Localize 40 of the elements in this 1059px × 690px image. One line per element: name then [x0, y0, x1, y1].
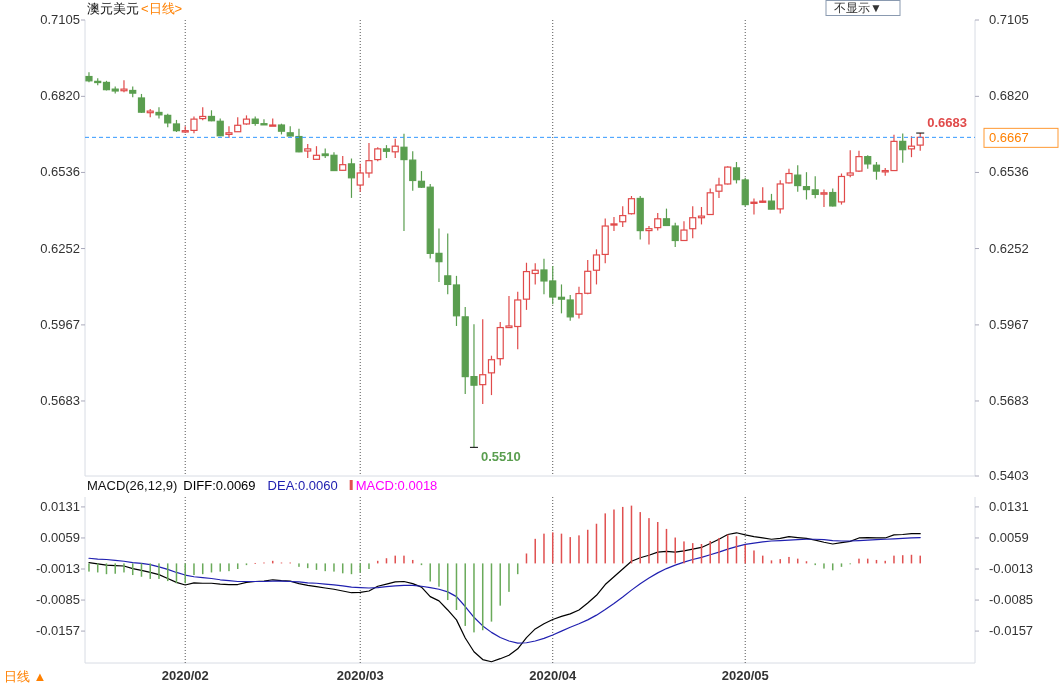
text: 日线 ▲ — [4, 669, 47, 684]
y-tick-label: 0.0131 — [40, 498, 80, 514]
line-series — [88, 536, 921, 644]
text: DEA:0.0060 — [267, 478, 338, 493]
x-tick-label: 2020/03 — [336, 668, 384, 683]
y-tick-label: 0.5683 — [40, 392, 80, 408]
y-tick-label: -0.0157 — [35, 623, 80, 639]
text: 0.6683 — [927, 115, 967, 131]
y-tick-label: 0.5967 — [40, 316, 80, 332]
chart-subtitle: <日线> — [141, 1, 183, 16]
x-tick-label: 2020/04 — [529, 668, 577, 683]
y2-tick-label: 0.6536 — [989, 164, 1029, 180]
line-series — [88, 532, 921, 663]
y2-tick-label: -0.0013 — [989, 561, 1034, 577]
legend-label: MACD:0.0018 — [355, 478, 438, 493]
y-tick-label: 0.7105 — [40, 12, 80, 27]
y-tick-label: 0.6820 — [40, 88, 80, 104]
x-tick-label: 2020/02 — [161, 668, 209, 683]
annotation: 0.5510 — [480, 449, 521, 465]
y2-tick-label: -0.0157 — [989, 623, 1034, 639]
y2-tick-label: 0.7105 — [989, 12, 1029, 27]
x-tick-label: 2020/05 — [721, 668, 769, 683]
y-tick-label: -0.0013 — [35, 561, 80, 577]
y2-tick-label: 0.5403 — [989, 468, 1029, 483]
chart-title: MACD(26,12,9) — [87, 478, 178, 493]
y2-tick-label: 0.5967 — [989, 316, 1029, 332]
y-tick-label: -0.0085 — [35, 592, 80, 608]
y2-tick-label: 0.6252 — [989, 240, 1029, 256]
y-tick-label: 0.0059 — [40, 529, 80, 545]
y2-tick-label: 0.6820 — [989, 88, 1029, 104]
y2-tick-label: 0.5683 — [989, 392, 1029, 408]
y2-tick-label: -0.0085 — [989, 592, 1034, 608]
y-tick-label: 0.6252 — [40, 240, 80, 256]
text: DIFF:0.0069 — [183, 478, 256, 493]
ref-line-label: 0.6667 — [989, 130, 1029, 146]
y2-tick-label: 0.0059 — [989, 529, 1029, 545]
y2-tick-label: 0.0131 — [989, 498, 1029, 514]
chart-title: 澳元美元 — [87, 1, 139, 16]
text: 不显示▼ — [834, 1, 882, 15]
y-tick-label: 0.6536 — [40, 164, 80, 180]
